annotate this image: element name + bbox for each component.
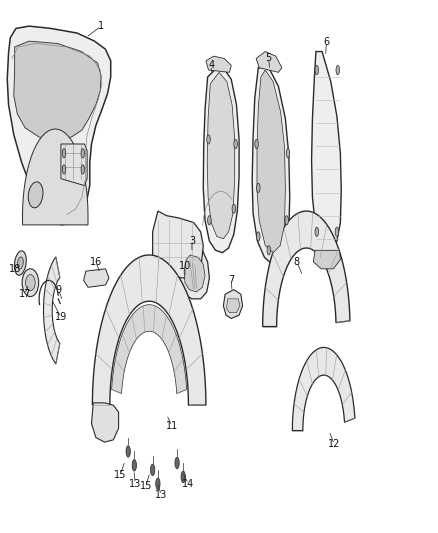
Polygon shape [7, 26, 111, 225]
Text: 19: 19 [55, 312, 67, 322]
Polygon shape [22, 129, 88, 225]
Text: 7: 7 [228, 276, 234, 285]
Polygon shape [203, 68, 239, 253]
Text: 6: 6 [323, 37, 329, 47]
Polygon shape [311, 52, 341, 251]
Ellipse shape [25, 274, 35, 291]
Circle shape [208, 216, 211, 225]
Circle shape [257, 232, 260, 241]
Text: 10: 10 [179, 262, 191, 271]
Ellipse shape [14, 251, 26, 275]
Circle shape [181, 471, 185, 482]
Polygon shape [84, 269, 109, 287]
Text: 9: 9 [55, 285, 61, 295]
Polygon shape [256, 52, 282, 72]
Circle shape [335, 227, 339, 237]
Polygon shape [112, 305, 187, 393]
Text: 11: 11 [166, 421, 178, 431]
Polygon shape [61, 144, 87, 185]
Text: 15: 15 [114, 470, 127, 480]
Polygon shape [206, 56, 231, 72]
Circle shape [315, 227, 318, 237]
Circle shape [150, 464, 155, 475]
Polygon shape [92, 255, 206, 405]
Circle shape [81, 165, 85, 174]
Polygon shape [207, 72, 235, 239]
Polygon shape [152, 211, 203, 278]
Text: 15: 15 [139, 481, 152, 491]
Circle shape [232, 204, 236, 213]
Circle shape [234, 139, 237, 149]
Text: 18: 18 [9, 264, 21, 274]
Circle shape [257, 183, 260, 192]
Polygon shape [292, 348, 355, 431]
Text: 4: 4 [208, 60, 214, 70]
Polygon shape [179, 246, 209, 299]
Circle shape [62, 165, 66, 174]
Text: 16: 16 [90, 257, 102, 267]
Circle shape [62, 149, 66, 158]
Text: 14: 14 [182, 479, 194, 489]
Text: 12: 12 [328, 440, 340, 449]
Polygon shape [263, 211, 350, 327]
Circle shape [336, 66, 339, 75]
Polygon shape [92, 403, 119, 442]
Ellipse shape [18, 257, 23, 269]
Polygon shape [184, 255, 205, 292]
Polygon shape [226, 299, 240, 313]
Text: 1: 1 [98, 21, 104, 31]
Circle shape [267, 246, 271, 255]
Text: 8: 8 [293, 257, 300, 267]
Polygon shape [43, 257, 60, 364]
Circle shape [81, 149, 85, 158]
Circle shape [132, 459, 137, 471]
Polygon shape [223, 289, 243, 319]
Polygon shape [313, 251, 340, 269]
Polygon shape [257, 70, 286, 253]
Text: 13: 13 [155, 490, 167, 500]
Circle shape [155, 478, 160, 489]
Text: 3: 3 [189, 236, 195, 246]
Ellipse shape [22, 269, 39, 296]
Text: 17: 17 [18, 289, 31, 299]
Circle shape [126, 446, 131, 457]
Polygon shape [14, 41, 101, 139]
Text: 5: 5 [266, 53, 272, 63]
Circle shape [285, 216, 288, 225]
Text: 13: 13 [129, 479, 141, 489]
Circle shape [315, 66, 318, 75]
Circle shape [175, 457, 179, 469]
Circle shape [286, 149, 290, 158]
Polygon shape [252, 68, 290, 264]
Circle shape [255, 139, 258, 149]
Circle shape [207, 135, 210, 144]
Ellipse shape [28, 182, 43, 208]
